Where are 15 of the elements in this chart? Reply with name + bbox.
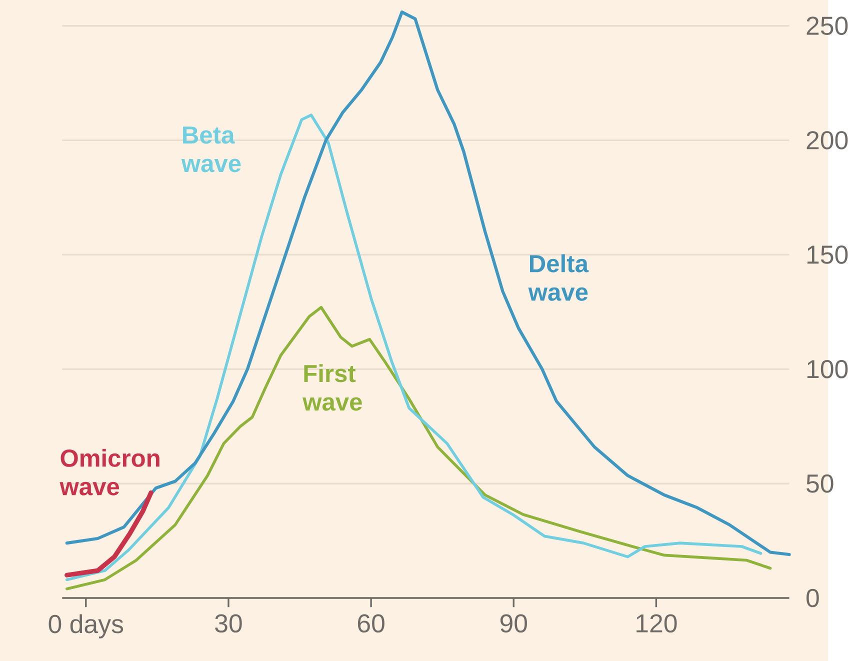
- x-tick-label: 30: [215, 614, 242, 633]
- x-tick-label: 120: [636, 614, 677, 633]
- y-tick-label: 250: [806, 16, 848, 35]
- y-tick-label: 50: [806, 474, 834, 493]
- series-label: First wave: [302, 364, 362, 411]
- y-tick-label: 150: [807, 245, 848, 264]
- y-tick-label: 100: [807, 360, 848, 378]
- series-label: Omicron wave: [60, 448, 160, 496]
- x-tick-label: 60: [358, 614, 384, 633]
- y-tick-label: 0: [806, 588, 819, 608]
- y-tick-label: 200: [806, 131, 848, 150]
- series-label: Delta wave: [528, 254, 589, 301]
- x-tick-label: 90: [500, 614, 528, 633]
- x-tick-label: 0 days: [48, 614, 124, 638]
- series-label: Beta wave: [181, 126, 241, 172]
